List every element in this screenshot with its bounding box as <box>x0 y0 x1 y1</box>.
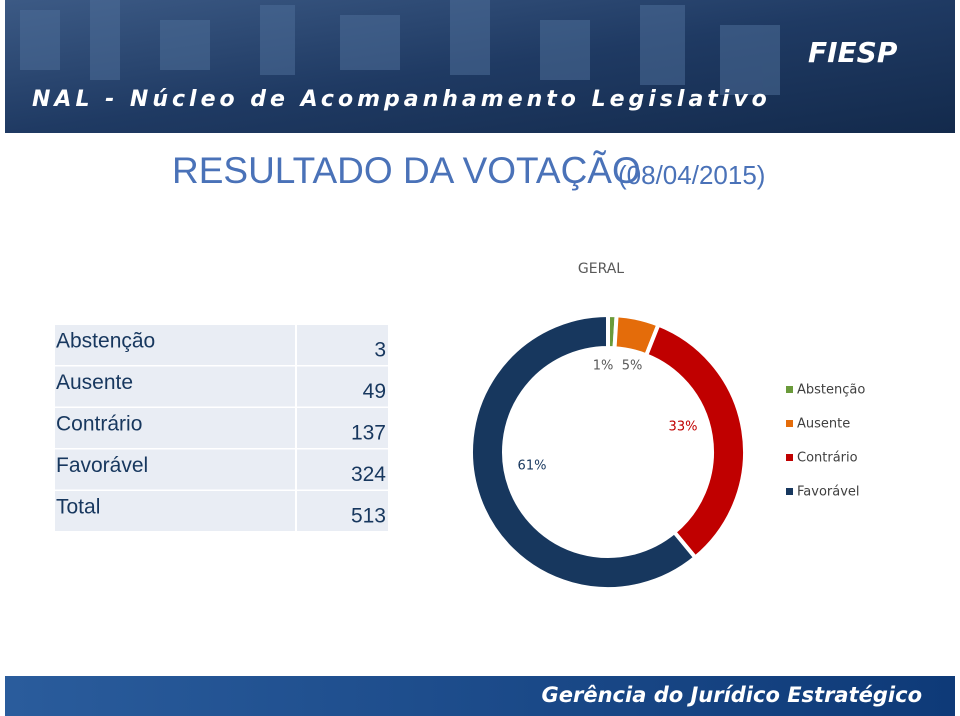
legend-swatch <box>786 386 793 393</box>
footer-text: Gerência do Jurídico Estratégico <box>542 683 922 707</box>
row-value: 513 <box>351 505 386 528</box>
row-label: Favorável <box>56 454 148 477</box>
legend-swatch <box>786 488 793 495</box>
data-label: 61% <box>518 459 547 474</box>
logo: FIESP <box>808 36 898 69</box>
row-value: 137 <box>351 422 386 445</box>
table-cell <box>297 408 388 448</box>
table-cell <box>297 325 388 365</box>
donut-segment <box>643 322 747 561</box>
legend-swatch <box>786 420 793 427</box>
slide-title: RESULTADO DA VOTAÇÃO <box>172 150 641 191</box>
legend-label: Favorável <box>797 485 860 500</box>
row-value: 49 <box>363 380 386 403</box>
chart-title: GERAL <box>578 261 624 277</box>
header-title: NAL - Núcleo de Acompanhamento Legislati… <box>32 87 771 112</box>
legend-label: Abstenção <box>797 383 865 398</box>
table-cell <box>55 449 295 490</box>
row-label: Total <box>56 496 100 519</box>
city-shapes <box>20 0 780 95</box>
table-cell <box>55 491 295 531</box>
table-cell <box>55 408 295 448</box>
table-cell <box>55 366 295 407</box>
footer-bg <box>5 676 955 716</box>
donut-segment <box>469 312 699 591</box>
chart: 1% Abstenção 5% Ausente 33% Contrário 61% Favor… <box>469 312 865 591</box>
row-label: Abstenção <box>56 330 155 353</box>
row-value: 3 <box>374 339 386 362</box>
table: Abstenção 3 Ausente 49 Contrário 137 Favorável… <box>55 325 388 531</box>
slide-date: (08/04/2015) <box>618 160 765 190</box>
table-cell <box>297 366 388 407</box>
data-label: 33% <box>669 420 698 435</box>
table-cell <box>55 325 295 365</box>
legend-label: Ausente <box>797 417 850 432</box>
data-label: 5% <box>622 359 643 374</box>
row-label: Ausente <box>56 371 133 394</box>
table-cell <box>297 449 388 490</box>
data-label: 1% <box>593 359 614 374</box>
row-value: 324 <box>351 463 386 486</box>
row-label: Contrário <box>56 413 142 436</box>
table-cell <box>297 491 388 531</box>
legend-label: Contrário <box>797 451 858 466</box>
legend-swatch <box>786 454 793 461</box>
